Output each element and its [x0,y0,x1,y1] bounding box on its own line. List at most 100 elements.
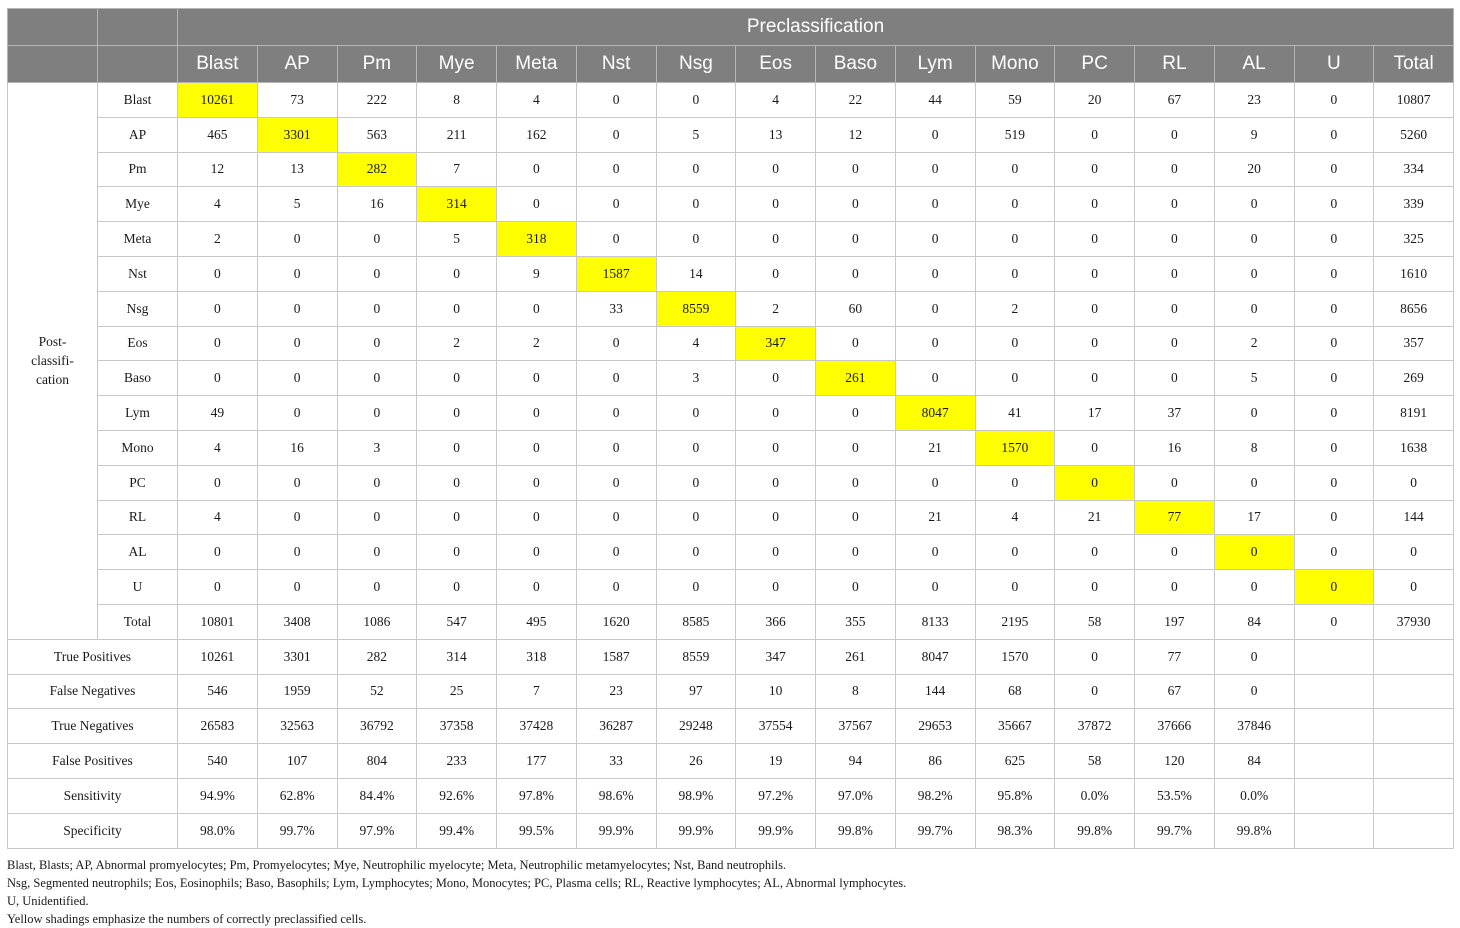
count-cell: 0 [735,569,816,605]
count-cell: 0 [894,569,976,605]
count-cell: 1610 [1373,255,1455,292]
count-cell: 495 [496,603,577,640]
count-cell: 0 [1134,464,1215,501]
count-cell: 0 [336,499,418,536]
count-cell: 0 [416,395,497,431]
metric-cell: 99.8% [1213,812,1295,849]
metric-cell: 98.2% [894,777,976,814]
count-cell: 0 [1134,221,1215,257]
count-cell: 144 [1373,499,1455,536]
metric-cell: 99.7% [894,812,976,849]
count-cell: 2 [416,325,497,362]
count-cell: 0 [575,569,657,605]
row-label: AL [97,534,178,571]
metric-label: False Positives [7,743,178,779]
count-cell: 222 [336,82,418,118]
metric-row: Sensitivity 94.9% 62.8% 84.4% 92.6% 97.8% 98.6… [7,777,1455,814]
correct-count-cell: 318 [496,221,577,257]
count-cell: 5 [655,116,737,153]
metric-row: True Negatives 26583 32563 36792 37358 37428 3… [7,708,1455,745]
count-cell: 0 [1293,534,1375,571]
count-cell: 0 [735,255,816,292]
metric-cell [1373,777,1455,814]
column-header: AL [1213,45,1295,83]
count-cell: 0 [1293,151,1375,188]
footnote-line: Blast, Blasts; AP, Abnormal promyelocyte… [7,857,787,872]
column-header: Lym [894,45,976,83]
count-cell: 0 [655,464,737,501]
count-cell: 0 [1134,325,1215,362]
count-cell: 0 [177,290,258,327]
metric-cell: 1959 [256,673,338,710]
matrix-row: Nsg 0 0 0 0 0 33 8559 2 60 0 2 0 0 0 0 8656 [8,290,1455,327]
row-label: Meta [97,221,178,257]
metric-cell: 25 [416,673,497,710]
count-cell: 0 [416,499,497,536]
count-cell: 197 [1134,603,1215,640]
count-cell: 0 [1293,395,1375,431]
metric-cell: 0 [1054,673,1135,710]
correct-count-cell: 314 [416,186,497,223]
metric-cell: 10261 [177,638,258,675]
count-cell: 0 [1293,325,1375,362]
count-cell: 41 [974,395,1056,431]
count-cell: 33 [575,290,657,327]
count-cell: 49 [177,395,258,431]
count-cell: 334 [1373,151,1455,188]
confusion-matrix-figure: Preclassification Blast AP Pm Mye Meta Nst Nsg… [7,8,1455,928]
count-cell: 60 [815,290,896,327]
count-cell: 0 [1373,464,1455,501]
count-cell: 0 [177,534,258,571]
count-cell: 0 [815,464,896,501]
count-cell: 519 [974,116,1056,153]
count-cell: 8 [416,82,497,118]
count-cell: 84 [1213,603,1295,640]
column-header: Baso [815,45,896,83]
count-cell: 0 [655,395,737,431]
count-cell: 0 [256,569,338,605]
row-label: Nst [97,255,178,292]
count-cell: 0 [974,464,1056,501]
count-cell: 0 [894,464,976,501]
metric-cell: 314 [416,638,497,675]
count-cell: 0 [177,325,258,362]
count-cell: 0 [815,395,896,431]
metric-cell [1293,673,1375,710]
row-label: Lym [97,395,178,431]
metric-cell [1373,673,1455,710]
count-cell: 0 [575,429,657,466]
column-header: Pm [336,45,418,83]
metric-cell: 98.6% [575,777,657,814]
count-cell: 12 [815,116,896,153]
count-cell: 5 [256,186,338,223]
matrix-row: Nst 0 0 0 0 9 1587 14 0 0 0 0 0 0 0 0 1610 [8,255,1455,292]
count-cell: 0 [496,186,577,223]
footnote-line: Yellow shadings emphasize the numbers of… [7,911,367,926]
matrix-row: Baso 0 0 0 0 0 0 3 0 261 0 0 0 0 5 0 269 [8,360,1455,397]
metric-cell: 99.9% [655,812,737,849]
metric-cell: 37567 [815,708,896,745]
column-header: PC [1054,45,1135,83]
count-cell: 13 [735,116,816,153]
count-cell: 0 [655,499,737,536]
count-cell: 9 [1213,116,1295,153]
count-cell: 465 [177,116,258,153]
count-cell: 0 [416,534,497,571]
count-cell: 2195 [974,603,1056,640]
count-cell: 0 [974,569,1056,605]
postclassification-label-line: classifi- [31,353,74,369]
metric-cell: 33 [575,743,657,779]
count-cell: 0 [815,534,896,571]
count-cell: 0 [575,360,657,397]
count-cell: 0 [336,290,418,327]
metric-cell: 99.5% [496,812,577,849]
row-label: RL [97,499,178,536]
count-cell: 2 [735,290,816,327]
row-label: Eos [97,325,178,362]
count-cell: 0 [815,221,896,257]
count-cell: 0 [815,499,896,536]
count-cell: 0 [1293,186,1375,223]
count-cell: 0 [177,360,258,397]
count-cell: 0 [1134,360,1215,397]
